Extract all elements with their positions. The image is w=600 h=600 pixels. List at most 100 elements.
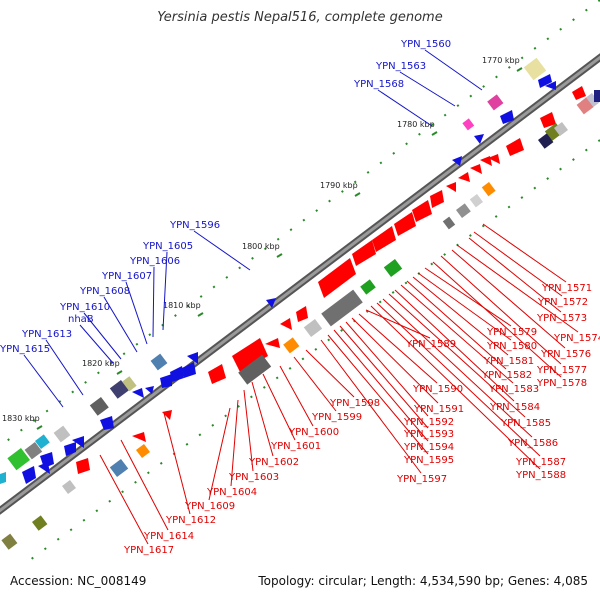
reverse-gene-leader bbox=[327, 334, 429, 455]
reverse-gene-label[interactable]: YPN_1581 bbox=[483, 356, 534, 367]
reverse-gene-label[interactable]: YPN_1590 bbox=[412, 384, 463, 395]
reverse-gene-label[interactable]: YPN_1586 bbox=[507, 438, 558, 449]
forward-gene-label[interactable]: nhaB bbox=[68, 314, 94, 325]
forward-gene-leader bbox=[377, 89, 433, 127]
forward-gene-leader bbox=[125, 281, 148, 345]
forward-gene-labels: YPN_1560 YPN_1563 YPN_1568 YPN_1596 YPN_1605… bbox=[0, 39, 483, 408]
reverse-gene-label[interactable]: YPN_1612 bbox=[165, 515, 216, 526]
reverse-gene-label[interactable]: YPN_1597 bbox=[396, 474, 447, 485]
reverse-gene-leader bbox=[279, 365, 314, 427]
forward-gene-label[interactable]: YPN_1568 bbox=[353, 79, 404, 90]
kbp-tick-label: 1820 kbp bbox=[82, 359, 120, 368]
forward-gene-label[interactable]: YPN_1610 bbox=[59, 302, 110, 313]
reverse-gene-leader bbox=[320, 339, 422, 474]
reverse-gene-leader bbox=[251, 381, 274, 457]
reverse-gene-leader bbox=[412, 276, 509, 356]
map-title: Yersinia pestis Nepal516, complete genom… bbox=[157, 10, 443, 25]
reverse-gene-label[interactable]: YPN_1603 bbox=[228, 472, 279, 483]
reverse-features bbox=[1, 86, 600, 550]
forward-gene-leader bbox=[424, 49, 483, 91]
reverse-gene-leader bbox=[473, 231, 563, 297]
reverse-gene-label[interactable]: YPN_1573 bbox=[536, 313, 587, 324]
kbp-tick-label: 1830 kbp bbox=[2, 414, 40, 423]
kbp-tick-label: 1780 kbp bbox=[397, 120, 435, 129]
reverse-gene-label[interactable]: YPN_1583 bbox=[488, 384, 539, 395]
reverse-gene-label[interactable]: YPN_1579 bbox=[486, 327, 537, 338]
reverse-gene-label[interactable]: YPN_1604 bbox=[206, 487, 257, 498]
reverse-gene-label[interactable]: YPN_1587 bbox=[515, 457, 566, 468]
reverse-gene-label[interactable]: YPN_1600 bbox=[288, 427, 339, 438]
reverse-gene-leader bbox=[365, 309, 431, 339]
reverse-gene-label[interactable]: YPN_1594 bbox=[403, 442, 454, 453]
reverse-gene-label[interactable]: YPN_1582 bbox=[481, 370, 532, 381]
kbp-tick-mark bbox=[116, 370, 123, 375]
forward-gene-label[interactable]: YPN_1615 bbox=[0, 344, 50, 355]
forward-gene-label[interactable]: YPN_1605 bbox=[142, 241, 193, 252]
reverse-gene-leader bbox=[440, 255, 562, 365]
reverse-gene-leader bbox=[339, 325, 429, 429]
reverse-gene-label[interactable]: YPN_1585 bbox=[500, 418, 551, 429]
forward-gene-label[interactable]: YPN_1606 bbox=[129, 256, 180, 267]
reverse-gene-label[interactable]: YPN_1593 bbox=[403, 429, 454, 440]
reverse-gene-leader bbox=[163, 412, 191, 515]
reverse-gene-leader bbox=[333, 329, 429, 442]
reverse-gene-leader bbox=[208, 407, 231, 501]
forward-gene-label[interactable]: YPN_1613 bbox=[21, 329, 72, 340]
reverse-gene-label[interactable]: YPN_1614 bbox=[143, 531, 194, 542]
reverse-gene-label[interactable]: YPN_1599 bbox=[311, 412, 362, 423]
reverse-gene-leader bbox=[351, 317, 439, 404]
reverse-gene-label[interactable]: YPN_1572 bbox=[537, 297, 588, 308]
reverse-gene-label[interactable]: YPN_1602 bbox=[248, 457, 299, 468]
forward-gene-leader bbox=[45, 339, 84, 396]
reverse-gene-leader bbox=[230, 399, 239, 487]
reverse-gene-leader bbox=[370, 305, 541, 470]
reverse-gene-label[interactable]: YPN_1578 bbox=[536, 378, 587, 389]
reverse-gene-leader bbox=[406, 280, 507, 370]
reverse-gene-leader bbox=[394, 289, 515, 402]
forward-gene-label[interactable]: YPN_1596 bbox=[169, 220, 220, 231]
accession-label: Accession: NC_008149 bbox=[10, 574, 147, 588]
reverse-gene-leader bbox=[358, 313, 438, 384]
reverse-gene-label[interactable]: YPN_1571 bbox=[541, 283, 592, 294]
reverse-gene-leader bbox=[382, 298, 533, 438]
reverse-gene-leader bbox=[482, 223, 567, 283]
reverse-gene-label[interactable]: YPN_1576 bbox=[540, 349, 591, 360]
reverse-gene-label[interactable]: YPN_1589 bbox=[405, 339, 456, 350]
reverse-gene-leader bbox=[451, 249, 566, 349]
forward-gene-leader bbox=[152, 266, 155, 338]
reverse-gene-label[interactable]: YPN_1595 bbox=[403, 455, 454, 466]
reverse-gene-leader bbox=[293, 356, 337, 412]
reverse-gene-leader bbox=[262, 373, 296, 441]
forward-gene-label[interactable]: YPN_1563 bbox=[375, 61, 426, 72]
reverse-gene-label[interactable]: YPN_1577 bbox=[536, 365, 587, 376]
kbp-tick-mark bbox=[36, 425, 43, 430]
reverse-gene-leader bbox=[305, 349, 355, 398]
reverse-gene-leader bbox=[99, 454, 149, 545]
reverse-gene-label[interactable]: YPN_1601 bbox=[270, 441, 321, 452]
reverse-gene-labels: YPN_1571 YPN_1572 YPN_1573 YPN_1574 YPN_1576… bbox=[99, 223, 600, 556]
forward-gene-label[interactable]: YPN_1607 bbox=[101, 271, 152, 282]
forward-gene-label[interactable]: YPN_1608 bbox=[79, 286, 130, 297]
reverse-gene-leader bbox=[468, 237, 562, 313]
reverse-gene-label[interactable]: YPN_1617 bbox=[123, 545, 174, 556]
forward-gene-leader bbox=[83, 312, 122, 360]
kbp-tick-mark bbox=[197, 312, 204, 317]
genome-backbone bbox=[0, 53, 600, 515]
reverse-gene-label[interactable]: YPN_1588 bbox=[515, 470, 566, 481]
kbp-tick-mark bbox=[431, 131, 438, 136]
reverse-gene-label[interactable]: YPN_1592 bbox=[403, 417, 454, 428]
reverse-gene-label[interactable]: YPN_1580 bbox=[486, 341, 537, 352]
reverse-gene-label[interactable]: YPN_1598 bbox=[329, 398, 380, 409]
forward-gene-leader bbox=[79, 324, 114, 364]
forward-gene-leader bbox=[103, 296, 138, 353]
forward-gene-label[interactable]: YPN_1560 bbox=[400, 39, 451, 50]
reverse-gene-label[interactable]: YPN_1591 bbox=[413, 404, 464, 415]
reverse-gene-leader bbox=[120, 439, 169, 531]
reverse-gene-label[interactable]: YPN_1574 bbox=[553, 333, 600, 344]
forward-gene-leader bbox=[399, 71, 456, 107]
reverse-gene-leader bbox=[417, 272, 512, 341]
reverse-gene-leader bbox=[400, 284, 514, 384]
kbp-tick-mark bbox=[276, 253, 283, 258]
reverse-gene-label[interactable]: YPN_1609 bbox=[184, 501, 235, 512]
reverse-gene-leader bbox=[243, 389, 254, 472]
